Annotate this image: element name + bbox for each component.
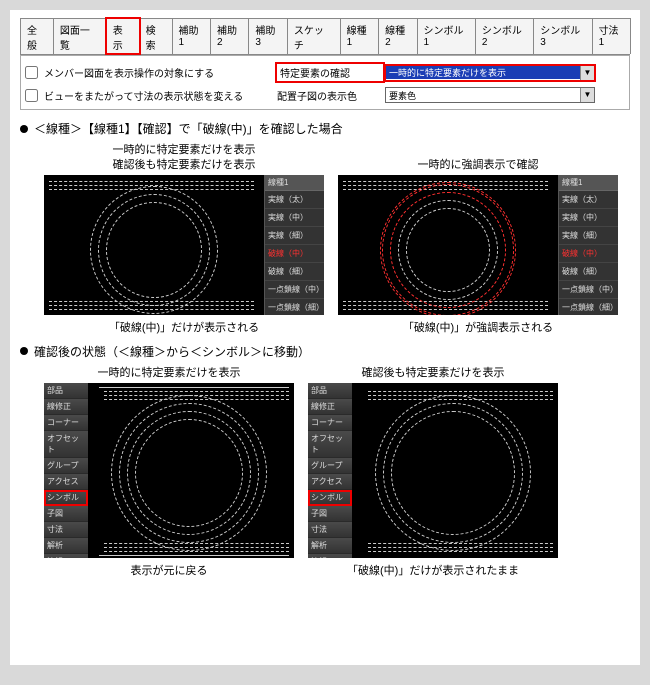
tool-item[interactable]: コーナー [308,415,352,431]
tool-item[interactable]: 線修正 [308,399,352,415]
cap-1a: 一時的に特定要素だけを表示確認後も特定要素だけを表示 [113,143,256,173]
tool-item[interactable]: 注記 [44,554,88,558]
tool-item[interactable]: グループ [44,458,88,474]
linetype-sidebar-header: 線種1 [265,175,324,191]
tab-11[interactable]: シンボル2 [475,18,534,54]
tab-7[interactable]: スケッチ [287,18,341,54]
tab-3[interactable]: 検索 [139,18,173,54]
linetype-item[interactable]: 破線（中） [265,245,324,263]
tab-1[interactable]: 図面一覧 [53,18,107,54]
tool-sidebar: 部品線修正コーナーオフセットグループアクセスシンボル子図寸法解析注記ファイル変更… [308,383,352,558]
linetype-item[interactable]: 破線（細） [559,263,618,281]
tab-12[interactable]: シンボル3 [533,18,592,54]
sub-1b: 「破線(中)」が強調表示される [403,319,553,335]
sub-2b: 「破線(中)」だけが表示されたまま [347,562,519,578]
sub-2a: 表示が元に戻る [131,562,208,578]
linetype-item[interactable]: 一点鎖線（中） [559,281,618,299]
section-heading-1: ＜線種＞【線種1】【確認】で「破線(中)」を確認した場合 [20,120,630,137]
tool-item[interactable]: オフセット [44,431,88,458]
tool-item[interactable]: シンボル [308,490,352,506]
tab-5[interactable]: 補助2 [210,18,249,54]
tool-item[interactable]: アクセス [308,474,352,490]
tab-6[interactable]: 補助3 [248,18,287,54]
panel-1b: 線種1実線（太）実線（中）実線（細）破線（中）破線（細）一点鎖線（中）一点鎖線（… [338,175,618,315]
tool-item[interactable]: 解析 [44,538,88,554]
section-heading-2: 確認後の状態（＜線種＞から＜シンボル＞に移動） [20,343,630,360]
tool-item[interactable]: グループ [308,458,352,474]
tool-item[interactable]: 寸法 [44,522,88,538]
tool-item[interactable]: 線修正 [44,399,88,415]
tool-item[interactable]: 子図 [44,506,88,522]
tool-item[interactable]: 注記 [308,554,352,558]
cap-2a: 一時的に特定要素だけを表示 [98,366,241,381]
linetype-item[interactable]: 実線（太） [559,191,618,209]
tab-8[interactable]: 線種1 [340,18,379,54]
tool-item[interactable]: オフセット [308,431,352,458]
bullet-icon [20,125,28,133]
tool-item[interactable]: 解析 [308,538,352,554]
chk-view-label: ビューをまたがって寸法の表示状態を変える [42,88,245,103]
dropdown-specific[interactable]: 一時的に特定要素だけを表示 ▼ [385,65,595,81]
linetype-item[interactable]: 実線（細） [265,227,324,245]
tab-0[interactable]: 全般 [20,18,54,54]
dropdown-color[interactable]: 要素色 ▼ [385,87,595,103]
tool-item[interactable]: コーナー [44,415,88,431]
linetype-item[interactable]: 破線（中） [559,245,618,263]
panel-2b: 部品線修正コーナーオフセットグループアクセスシンボル子図寸法解析注記ファイル変更… [308,383,558,558]
tool-item[interactable]: 部品 [44,383,88,399]
linetype-item[interactable]: 破線（細） [265,263,324,281]
label-specific-check: 特定要素の確認 [275,62,385,83]
linetype-item[interactable]: 実線（中） [559,209,618,227]
tab-4[interactable]: 補助1 [172,18,211,54]
tab-9[interactable]: 線種2 [378,18,417,54]
tool-item[interactable]: アクセス [44,474,88,490]
tool-item[interactable]: 寸法 [308,522,352,538]
linetype-item[interactable]: 実線（中） [265,209,324,227]
tool-item[interactable]: 部品 [308,383,352,399]
tab-strip: 全般図面一覧表示検索補助1補助2補助3スケッチ線種1線種2シンボル1シンボル2シ… [20,18,630,55]
linetype-item[interactable]: 一点鎖線（中） [265,281,324,299]
linetype-sidebar: 線種1実線（太）実線（中）実線（細）破線（中）破線（細）一点鎖線（中）一点鎖線（… [558,175,618,315]
linetype-sidebar-header: 線種1 [559,175,618,191]
tool-item[interactable]: 子図 [308,506,352,522]
dropdown-specific-value: 一時的に特定要素だけを表示 [386,66,580,79]
section-heading-2-text: 確認後の状態（＜線種＞から＜シンボル＞に移動） [34,343,310,360]
panel-1a: 線種1実線（太）実線（中）実線（細）破線（中）破線（細）一点鎖線（中）一点鎖線（… [44,175,324,315]
label-subfig-color: 配置子図の表示色 [275,88,385,103]
tool-item[interactable]: シンボル [44,490,88,506]
chk-member-box[interactable] [25,66,38,79]
dropdown-color-value: 要素色 [386,89,580,102]
chk-member[interactable]: メンバー図面を表示操作の対象にする [25,65,275,80]
settings-area: メンバー図面を表示操作の対象にする 特定要素の確認 一時的に特定要素だけを表示 … [20,55,630,110]
tab-2[interactable]: 表示 [106,18,140,54]
linetype-item[interactable]: 一点鎖線（細） [559,299,618,315]
chk-view-box[interactable] [25,89,38,102]
linetype-sidebar: 線種1実線（太）実線（中）実線（細）破線（中）破線（細）一点鎖線（中）一点鎖線（… [264,175,324,315]
chk-view[interactable]: ビューをまたがって寸法の表示状態を変える [25,88,275,103]
section-heading-1-text: ＜線種＞【線種1】【確認】で「破線(中)」を確認した場合 [34,120,343,137]
cap-1b: 一時的に強調表示で確認 [418,143,539,173]
panel-2a: 部品線修正コーナーオフセットグループアクセスシンボル子図寸法解析注記ファイル変更… [44,383,294,558]
chevron-down-icon: ▼ [580,66,594,80]
linetype-item[interactable]: 実線（細） [559,227,618,245]
linetype-item[interactable]: 一点鎖線（細） [265,299,324,315]
bullet-icon [20,347,28,355]
chevron-down-icon: ▼ [580,88,594,102]
sub-1a: 「破線(中)」だけが表示される [109,319,259,335]
tab-13[interactable]: 寸法1 [592,18,631,54]
cap-2b: 確認後も特定要素だけを表示 [362,366,505,381]
tab-10[interactable]: シンボル1 [417,18,476,54]
tool-sidebar: 部品線修正コーナーオフセットグループアクセスシンボル子図寸法解析注記ファイル変更… [44,383,88,558]
chk-member-label: メンバー図面を表示操作の対象にする [42,65,216,80]
linetype-item[interactable]: 実線（太） [265,191,324,209]
